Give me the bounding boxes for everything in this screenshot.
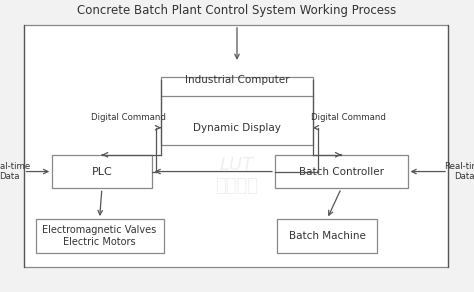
Text: Digital Command: Digital Command — [91, 113, 165, 122]
Bar — [24, 25, 448, 267]
Bar — [36, 219, 164, 253]
Text: Concrete Batch Plant Control System Working Process: Concrete Batch Plant Control System Work… — [77, 4, 397, 17]
Text: Dynamic Display: Dynamic Display — [193, 123, 281, 133]
Text: Batch Controller: Batch Controller — [299, 166, 384, 177]
Bar — [161, 77, 313, 145]
Text: Real-time
Data: Real-time Data — [0, 162, 30, 181]
Text: Electromagnetic Valves
Electric Motors: Electromagnetic Valves Electric Motors — [42, 225, 157, 246]
Bar — [277, 219, 377, 253]
Text: Batch Machine: Batch Machine — [289, 231, 365, 241]
Bar — [52, 155, 152, 188]
Text: Real-time
Data: Real-time Data — [444, 162, 474, 181]
Text: Industrial Computer: Industrial Computer — [185, 74, 289, 85]
Text: PLC: PLC — [91, 166, 112, 177]
Bar — [275, 155, 408, 188]
Text: Digital Command: Digital Command — [311, 113, 386, 122]
Text: LUT
諾通重工: LUT 諾通重工 — [216, 156, 258, 194]
